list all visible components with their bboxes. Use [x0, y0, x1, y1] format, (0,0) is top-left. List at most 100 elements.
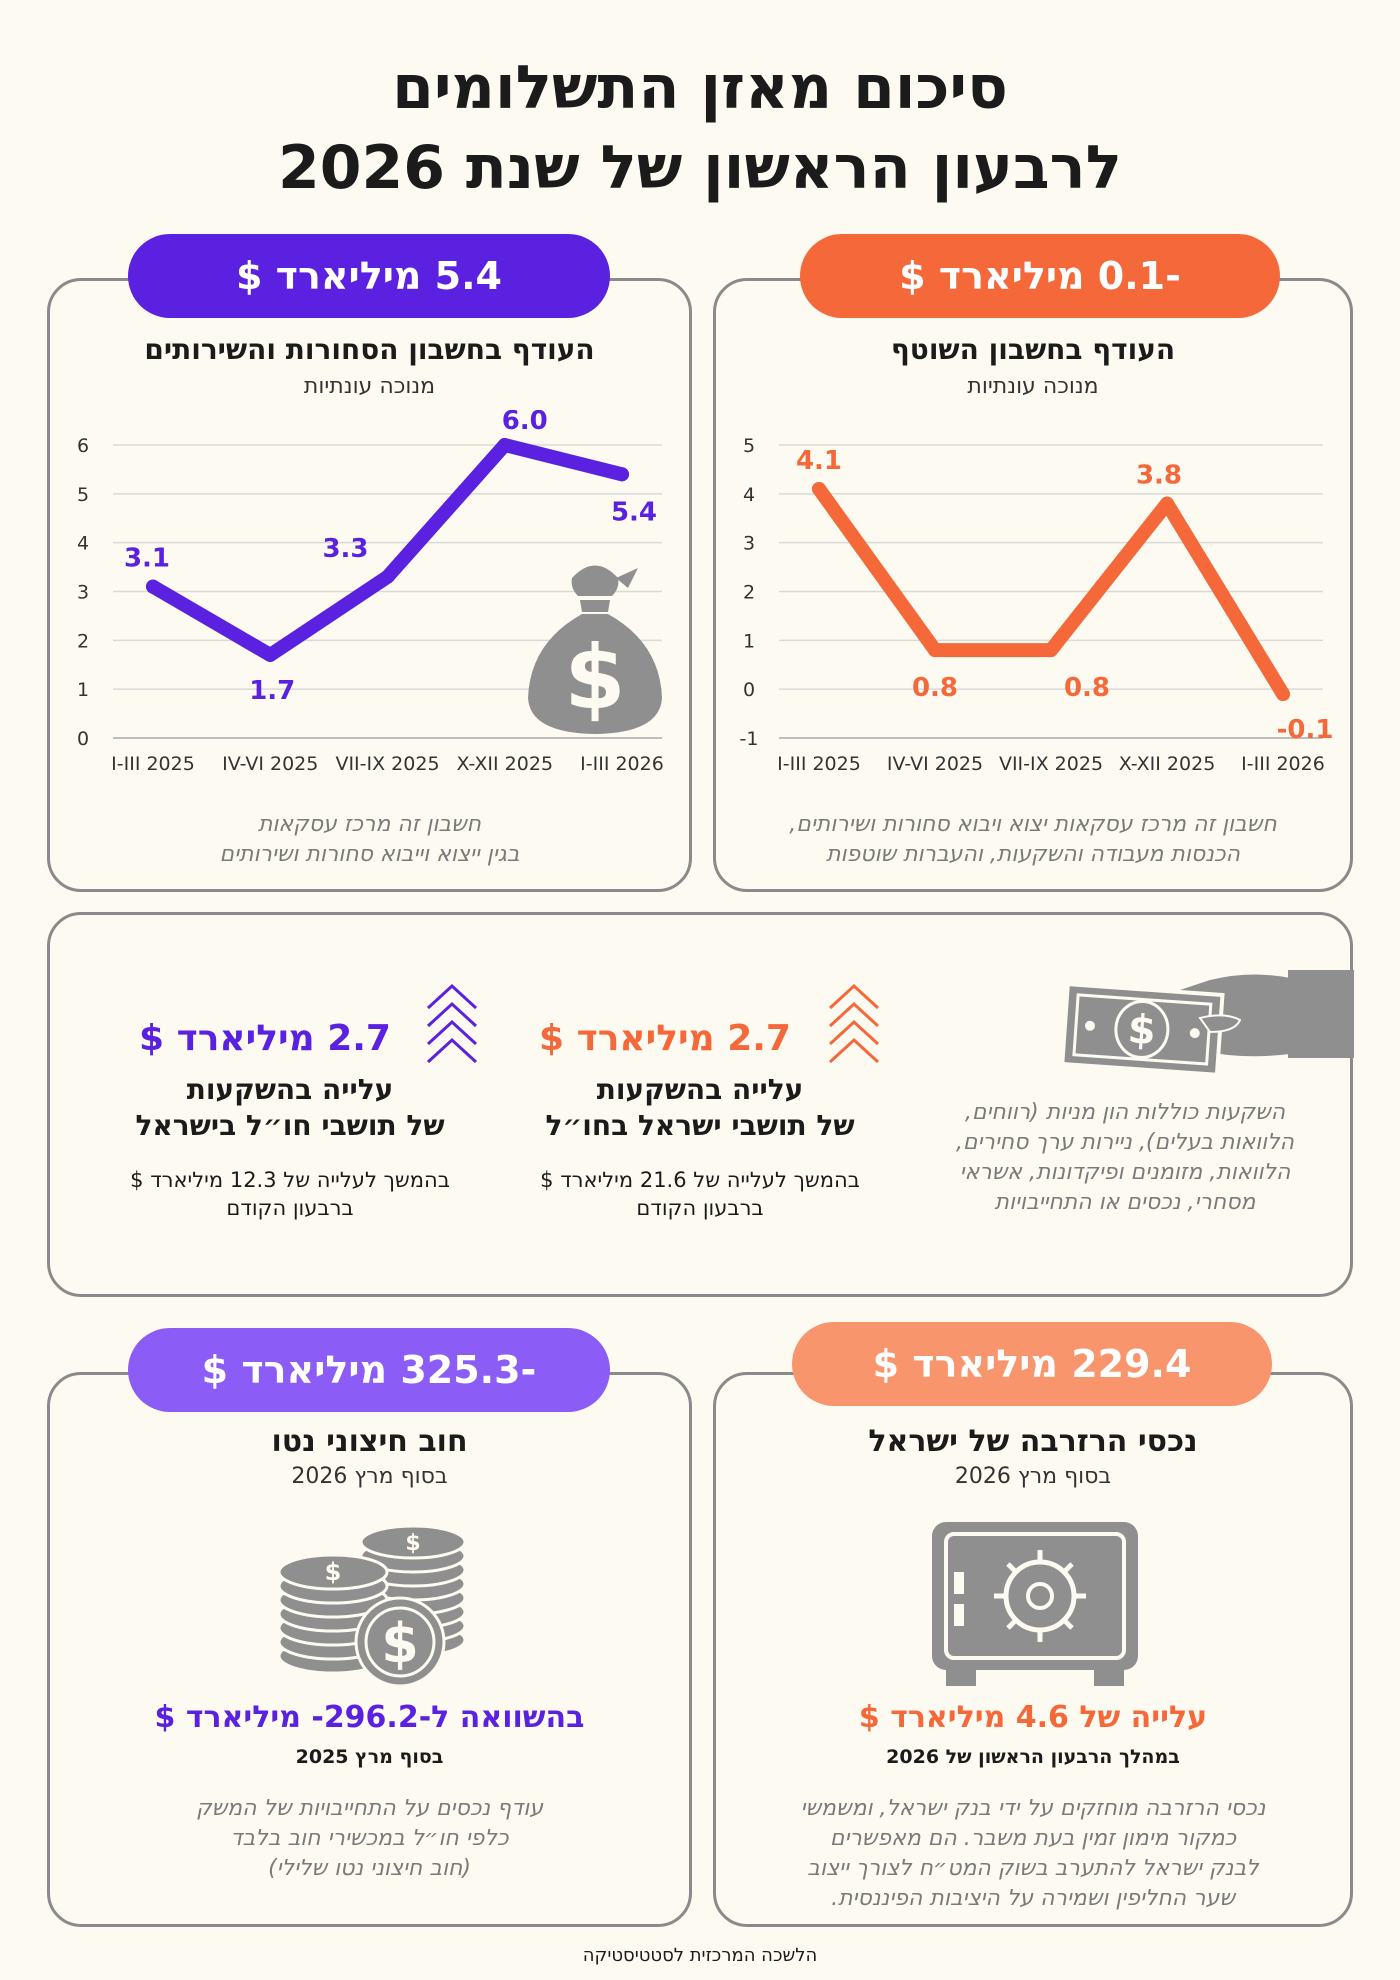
- net-debt-compare: בהשוואה ל-296.2- מיליארד $: [154, 1700, 585, 1735]
- israeli-abroad-desc-line-1: בהמשך לעלייה של 21.6 מיליארד $: [540, 1168, 860, 1192]
- net-debt-title: חוב חיצוני נטו: [271, 1424, 468, 1459]
- reserves-note-line-3: לבנק ישראל להתערב בשוק המט״ח לצורך ייצוב: [807, 1856, 1259, 1881]
- current-account-y-tick: 5: [743, 435, 755, 457]
- israeli-abroad-title-line-1: עלייה בהשקעות: [596, 1073, 804, 1106]
- foreign-in-israel-value: 2.7 מיליארד $: [139, 1018, 391, 1059]
- net-debt-note: עודף נכסים על התחייבויות של המשק כלפי חו…: [47, 1794, 692, 1884]
- svg-text:$: $: [405, 1531, 420, 1556]
- current-account-x-tick: VII-IX 2025: [999, 753, 1103, 775]
- net-debt-pill: -325.3 מיליארד $: [128, 1328, 610, 1412]
- goods-services-data-label: 6.0: [502, 410, 548, 436]
- investments-note-line-1: השקעות כוללות הון מניות (רווחים,: [964, 1100, 1286, 1125]
- goods-services-y-tick: 1: [77, 679, 89, 701]
- reserves-pill: 229.4 מיליארד $: [792, 1322, 1272, 1406]
- current-account-data-point: [1160, 496, 1174, 511]
- current-account-data-label: -0.1: [1277, 715, 1334, 745]
- investments-note: השקעות כוללות הון מניות (רווחים, הלוואות…: [905, 1098, 1345, 1218]
- reserves-subtitle: בסוף מרץ 2026: [954, 1464, 1112, 1489]
- foreign-in-israel-title-line-1: עלייה בהשקעות: [186, 1073, 394, 1106]
- goods-services-data-point: [146, 579, 160, 594]
- reserves-title: נכסי הרזרבה של ישראל: [868, 1424, 1198, 1459]
- goods-services-data-label: 1.7: [249, 676, 295, 706]
- foreign-in-israel-desc-line-1: בהמשך לעלייה של 12.3 מיליארד $: [130, 1168, 450, 1192]
- foreign-in-israel-desc: בהמשך לעלייה של 12.3 מיליארד $ ברבעון הק…: [90, 1166, 490, 1222]
- svg-text:$: $: [381, 1612, 419, 1675]
- goods-services-x-tick: I-III 2026: [580, 753, 664, 775]
- svg-text:$: $: [1126, 1007, 1157, 1055]
- current-account-data-point: [812, 481, 826, 496]
- goods-services-x-tick: IV-VI 2025: [222, 753, 318, 775]
- current-account-data-label: 0.8: [912, 673, 958, 703]
- goods-services-y-tick: 3: [77, 582, 89, 604]
- current-account-y-tick: 0: [743, 679, 755, 701]
- svg-text:$: $: [325, 1558, 342, 1586]
- reserves-note-line-4: שער החליפין ושמירה על היציבות הפיננסית.: [831, 1886, 1235, 1911]
- current-account-chart: -1 0 1 2 3 4 5 I-III 2025 IV-VI 2025 VII-IX 2025 X…: [740, 435, 1334, 775]
- title-line-2: לרבעון הראשון של שנת 2026: [278, 133, 1122, 203]
- investments-note-line-3: הלוואות, מזומנים ופיקדונות, אשראי: [959, 1160, 1291, 1185]
- current-account-y-tick: 4: [743, 484, 755, 506]
- safe-icon: [932, 1522, 1138, 1686]
- current-account-y-tick: 1: [743, 630, 755, 652]
- goods-services-data-point: [615, 467, 629, 482]
- reserves-change-sub: במהלך הרבעון הראשון של 2026: [886, 1746, 1180, 1768]
- current-account-note-line-1: חשבון זה מרכז עסקאות יצוא ויבוא סחורות ו…: [789, 812, 1277, 837]
- israeli-abroad-desc: בהמשך לעלייה של 21.6 מיליארד $ ברבעון הק…: [500, 1166, 900, 1222]
- goods-services-y-tick: 4: [77, 533, 89, 555]
- reserves-note: נכסי הרזרבה מוחזקים על ידי בנק ישראל, ומ…: [713, 1794, 1353, 1914]
- goods-services-note: חשבון זה מרכז עסקאות בגין ייצוא וייבוא ס…: [47, 810, 692, 870]
- foreign-in-israel-desc-line-2: ברבעון הקודם: [226, 1196, 354, 1220]
- israeli-abroad-desc-line-2: ברבעון הקודם: [636, 1196, 764, 1220]
- goods-services-note-line-2: בגין ייצוא וייבוא סחורות ושירותים: [219, 842, 520, 867]
- coin-stacks-icon: $ $ $: [277, 1524, 467, 1688]
- current-account-x-tick: IV-VI 2025: [887, 753, 983, 775]
- title-line-1: סיכום מאזן התשלומים: [392, 53, 1008, 123]
- reserves-change: עלייה של 4.6 מיליארד $: [858, 1700, 1208, 1735]
- current-account-subtitle: מנוכה עונתיות: [967, 374, 1099, 399]
- goods-services-note-line-1: חשבון זה מרכז עסקאות: [257, 812, 482, 837]
- investments-note-line-2: הלוואות בעלים), ניירות ערך סחירים,: [955, 1130, 1295, 1155]
- up-arrows-purple-icon: [426, 983, 478, 1064]
- foreign-in-israel-title: עלייה בהשקעות של תושבי חו״ל בישראל: [90, 1072, 490, 1144]
- goods-services-data-point: [497, 438, 512, 452]
- goods-services-x-tick: I-III 2025: [111, 753, 195, 775]
- current-account-x-tick: X-XII 2025: [1119, 753, 1216, 775]
- israeli-abroad-title: עלייה בהשקעות של תושבי ישראל בחו״ל: [500, 1072, 900, 1144]
- net-debt-note-line-3: (חוב חיצוני נטו שלילי): [268, 1856, 471, 1881]
- goods-services-y-tick: 2: [77, 630, 89, 652]
- up-arrows-orange-icon: [828, 983, 880, 1064]
- money-bag-icon: $: [528, 565, 662, 734]
- net-debt-subtitle: בסוף מרץ 2026: [291, 1464, 448, 1489]
- israeli-abroad-title-line-2: של תושבי ישראל בחו״ל: [545, 1109, 855, 1142]
- current-account-note: חשבון זה מרכז עסקאות יצוא ויבוא סחורות ו…: [713, 810, 1353, 870]
- current-account-y-tick: 3: [743, 533, 755, 555]
- current-account-title: העודף בחשבון השוטף: [890, 333, 1176, 366]
- investments-note-line-4: מסחרי, נכסים או התחייבויות: [994, 1190, 1256, 1215]
- net-debt-note-line-1: עודף נכסים על התחייבויות של המשק: [195, 1796, 544, 1821]
- goods-services-x-tick: X-XII 2025: [456, 753, 553, 775]
- israeli-abroad-value: 2.7 מיליארד $: [539, 1018, 791, 1059]
- reserves-note-line-1: נכסי הרזרבה מוחזקים על ידי בנק ישראל, ומ…: [800, 1796, 1266, 1821]
- current-account-y-tick: 2: [743, 582, 755, 604]
- goods-services-x-tick: VII-IX 2025: [335, 753, 439, 775]
- net-debt-compare-sub: בסוף מרץ 2025: [295, 1746, 444, 1768]
- goods-services-data-label: 3.3: [322, 534, 368, 564]
- svg-text:$: $: [564, 626, 625, 729]
- hand-with-banknote-icon: $: [1060, 970, 1354, 1077]
- current-account-data-label: 0.8: [1064, 673, 1110, 703]
- goods-services-y-tick: 5: [77, 484, 89, 506]
- current-account-note-line-2: הכנסות מעבודה והשקעות, והעברות שוטפות: [826, 842, 1240, 867]
- current-account-pill: -0.1 מיליארד $: [800, 234, 1280, 318]
- current-account-data-point: [928, 643, 942, 658]
- goods-services-data-label: 5.4: [611, 497, 657, 527]
- current-account-y-tick: -1: [740, 728, 759, 750]
- reserves-note-line-2: כמקור מימון זמין בעת משבר. הם מאפשרים: [829, 1826, 1237, 1851]
- net-debt-note-line-2: כלפי חו״ל במכשירי חוב בלבד: [230, 1826, 509, 1851]
- goods-services-chart: 0 1 2 3 4 5 6 I-III 2025 IV-VI 2025 VII-IX 2025 X-…: [77, 410, 664, 775]
- goods-services-data-point: [380, 569, 395, 584]
- goods-services-title: העודף בחשבון הסחורות והשירותים: [144, 333, 595, 366]
- source-footer: הלשכה המרכזית לסטטיסטיקה: [582, 1945, 818, 1966]
- current-account-data-point: [1044, 643, 1058, 658]
- current-account-x-tick: I-III 2025: [777, 753, 861, 775]
- foreign-in-israel-title-line-2: של תושבי חו״ל בישראל: [135, 1109, 445, 1142]
